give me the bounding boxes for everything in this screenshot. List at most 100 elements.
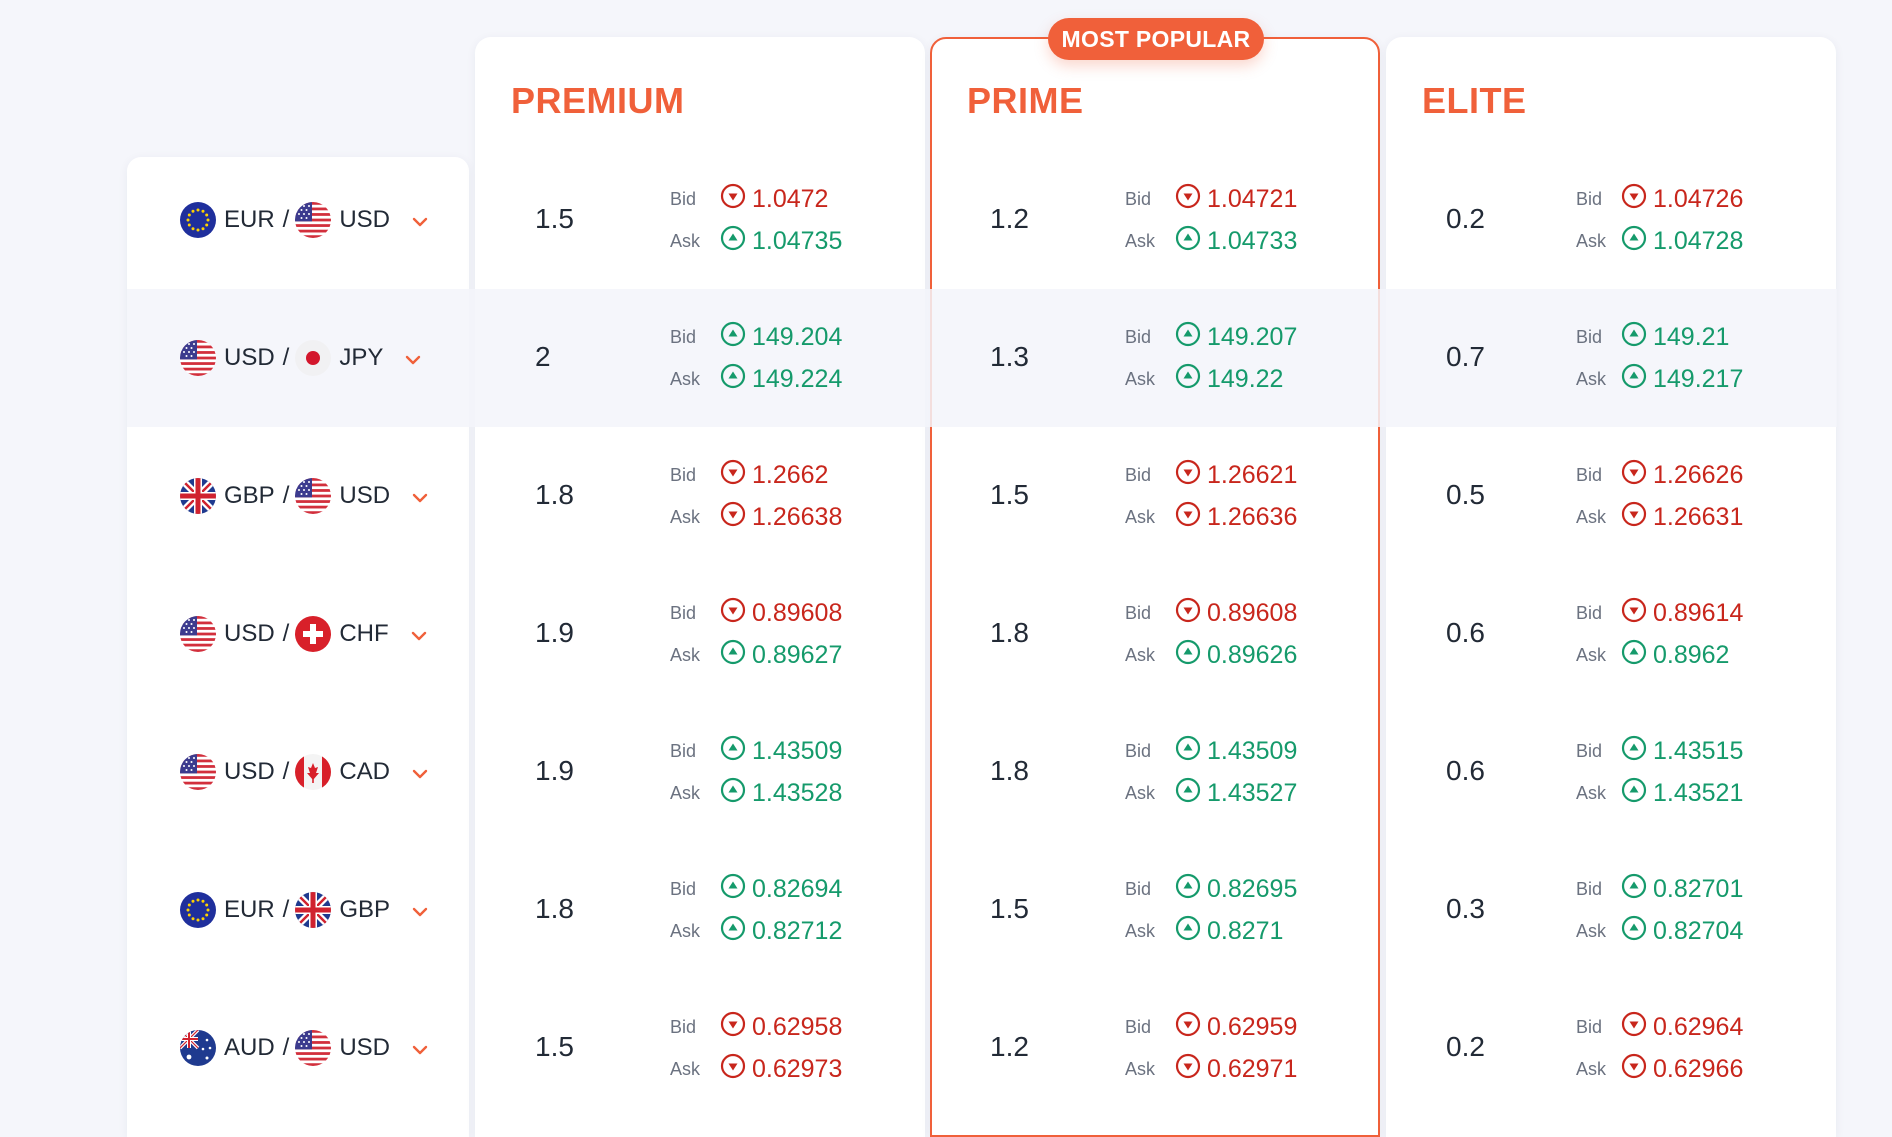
currency-pair-usd-jpy[interactable]: USD / JPY bbox=[180, 338, 421, 378]
arrow-down-circle-icon bbox=[1621, 597, 1653, 630]
arrow-down-circle-icon bbox=[1175, 597, 1207, 630]
bid-quote: 1.0472 bbox=[720, 183, 828, 215]
arrow-down-circle-icon bbox=[1175, 183, 1207, 216]
ask-value: 0.8962 bbox=[1653, 640, 1730, 669]
flag-us-icon bbox=[180, 340, 216, 376]
ask-value: 0.62973 bbox=[752, 1054, 843, 1083]
ask-label: Ask bbox=[670, 783, 701, 803]
arrow-up-circle-icon bbox=[720, 639, 752, 672]
plan-title-elite: ELITE bbox=[1422, 80, 1527, 121]
bid-label: Bid bbox=[670, 189, 697, 209]
bid-quote: 0.82695 bbox=[1175, 873, 1297, 905]
ask-value: 1.26636 bbox=[1207, 502, 1298, 531]
ask-value: 1.04728 bbox=[1653, 226, 1744, 255]
ask-label: Ask bbox=[670, 369, 701, 389]
ask-value: 149.224 bbox=[752, 364, 843, 393]
bid-value: 0.62958 bbox=[752, 1012, 843, 1041]
arrow-down-circle-icon bbox=[720, 1053, 752, 1086]
arrow-down-circle-icon bbox=[1621, 501, 1653, 534]
ask-quote: 1.43528 bbox=[720, 777, 842, 809]
arrow-down-circle-icon bbox=[1175, 1011, 1207, 1044]
base-currency: EUR bbox=[224, 896, 275, 923]
bid-quote: 149.207 bbox=[1175, 321, 1297, 353]
ask-label: Ask bbox=[1125, 369, 1156, 389]
spread-elite: 0.5 bbox=[1446, 479, 1485, 510]
flag-ch-icon bbox=[295, 616, 332, 652]
flag-jp-icon bbox=[295, 340, 332, 376]
bid-quote: 1.26626 bbox=[1621, 459, 1743, 491]
currency-pair-aud-usd[interactable]: AUD / USD bbox=[180, 1028, 428, 1068]
bid-quote: 0.62958 bbox=[720, 1011, 842, 1043]
quote-currency: USD bbox=[339, 482, 391, 509]
pair-separator: / bbox=[282, 758, 290, 785]
bid-label: Bid bbox=[1125, 327, 1152, 347]
pair-separator: / bbox=[282, 206, 290, 233]
ask-label: Ask bbox=[1125, 783, 1156, 803]
plan-column-premium bbox=[475, 37, 925, 1137]
arrow-down-circle-icon bbox=[720, 597, 752, 630]
pair-separator: / bbox=[282, 1034, 290, 1061]
ask-label: Ask bbox=[1576, 369, 1607, 389]
bid-quote: 0.89614 bbox=[1621, 597, 1743, 629]
chevron-down-icon[interactable] bbox=[398, 482, 428, 510]
spread-prime: 1.5 bbox=[990, 479, 1029, 510]
pair-separator: / bbox=[282, 896, 290, 923]
flag-gb-icon bbox=[180, 478, 216, 514]
spread-prime: 1.5 bbox=[990, 893, 1029, 924]
spread-prime: 1.8 bbox=[990, 617, 1029, 648]
ask-quote: 0.89626 bbox=[1175, 639, 1297, 671]
ask-value: 0.8271 bbox=[1207, 916, 1284, 945]
arrow-up-circle-icon bbox=[720, 225, 752, 258]
ask-quote: 149.22 bbox=[1175, 363, 1283, 395]
ask-label: Ask bbox=[1125, 231, 1156, 251]
ask-quote: 1.26631 bbox=[1621, 501, 1743, 533]
ask-quote: 0.62966 bbox=[1621, 1053, 1743, 1085]
ask-value: 149.22 bbox=[1207, 364, 1284, 393]
ask-value: 1.26638 bbox=[752, 502, 843, 531]
spread-elite: 0.6 bbox=[1446, 617, 1485, 648]
currency-pair-gbp-usd[interactable]: GBP / USD bbox=[180, 476, 428, 516]
bid-quote: 1.26621 bbox=[1175, 459, 1297, 491]
currency-pair-eur-usd[interactable]: EUR / USD bbox=[180, 200, 428, 240]
flag-us-icon bbox=[295, 478, 332, 514]
chevron-down-icon[interactable] bbox=[398, 1034, 428, 1062]
chevron-down-icon[interactable] bbox=[397, 620, 427, 648]
bid-quote: 1.43509 bbox=[1175, 735, 1297, 767]
ask-quote: 1.26638 bbox=[720, 501, 842, 533]
spread-prime: 1.3 bbox=[990, 341, 1029, 372]
ask-quote: 1.04728 bbox=[1621, 225, 1743, 257]
ask-label: Ask bbox=[1576, 921, 1607, 941]
ask-value: 0.82704 bbox=[1653, 916, 1744, 945]
ask-label: Ask bbox=[1576, 645, 1607, 665]
flag-eu-icon bbox=[180, 892, 216, 928]
ask-label: Ask bbox=[670, 231, 701, 251]
chevron-down-icon[interactable] bbox=[391, 344, 421, 372]
ask-quote: 0.8962 bbox=[1621, 639, 1729, 671]
base-currency: USD bbox=[224, 344, 275, 371]
ask-quote: 149.224 bbox=[720, 363, 842, 395]
arrow-up-circle-icon bbox=[1175, 777, 1207, 810]
bid-quote: 0.89608 bbox=[1175, 597, 1297, 629]
chevron-down-icon[interactable] bbox=[398, 758, 428, 786]
arrow-up-circle-icon bbox=[1621, 321, 1653, 354]
ask-value: 1.26631 bbox=[1653, 502, 1744, 531]
currency-pair-usd-cad[interactable]: USD / CAD bbox=[180, 752, 428, 792]
arrow-down-circle-icon bbox=[1621, 1011, 1653, 1044]
flag-us-icon bbox=[295, 1030, 332, 1066]
arrow-up-circle-icon bbox=[1175, 915, 1207, 948]
arrow-down-circle-icon bbox=[1621, 459, 1653, 492]
chevron-down-icon[interactable] bbox=[398, 896, 428, 924]
flag-ca-icon bbox=[295, 754, 332, 790]
arrow-up-circle-icon bbox=[1175, 639, 1207, 672]
chevron-down-icon[interactable] bbox=[398, 206, 428, 234]
arrow-up-circle-icon bbox=[720, 873, 752, 906]
arrow-down-circle-icon bbox=[720, 1011, 752, 1044]
bid-quote: 1.04721 bbox=[1175, 183, 1297, 215]
spread-prime: 1.2 bbox=[990, 1031, 1029, 1062]
arrow-up-circle-icon bbox=[1621, 735, 1653, 768]
currency-pair-eur-gbp[interactable]: EUR / GBP bbox=[180, 890, 428, 930]
spread-premium: 1.8 bbox=[535, 893, 574, 924]
bid-value: 0.82694 bbox=[752, 874, 843, 903]
ask-quote: 1.43527 bbox=[1175, 777, 1297, 809]
currency-pair-usd-chf[interactable]: USD / CHF bbox=[180, 614, 427, 654]
